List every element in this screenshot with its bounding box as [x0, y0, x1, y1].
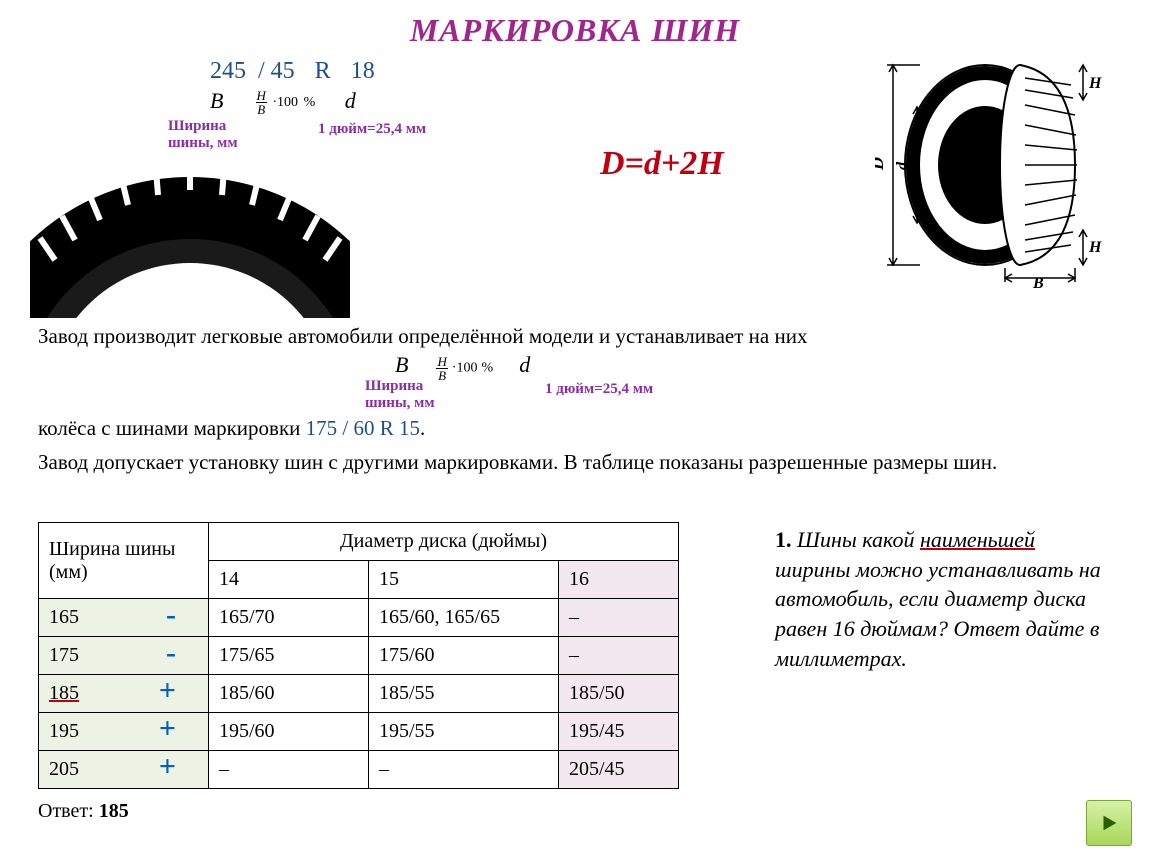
table-cell: 185/55 — [369, 675, 559, 713]
frac-num: H — [256, 89, 267, 103]
table-cell: 185/50 — [559, 675, 679, 713]
problem-text-1: Завод производит легковые автомобили опр… — [38, 322, 1118, 350]
tire-half-icon: 245/45R18 — [30, 168, 350, 318]
diagram-H2: H — [1088, 239, 1102, 256]
mark-245: 245 — [210, 58, 246, 85]
problem-text-2: колёса с шинами маркировки 175 / 60 R 15… — [38, 416, 425, 441]
fraction-HB: H B — [256, 89, 267, 116]
frac-den: B — [256, 103, 267, 116]
question-text: 1. Шины какой наименьшей ширины можно ус… — [775, 525, 1115, 673]
annotation-inch-2: 1 дюйм=25,4 мм — [545, 381, 653, 398]
table-header-width: Ширина шины (мм) — [39, 523, 209, 599]
col-14: 14 — [209, 561, 369, 599]
table-row: 175-175/65175/60– — [39, 637, 679, 675]
table-cell: 165/60, 165/65 — [369, 599, 559, 637]
tire-dimension-diagram: D d H H B — [875, 50, 1105, 290]
table-cell: – — [559, 637, 679, 675]
row-mark: + — [159, 720, 176, 738]
annotation-inch: 1 дюйм=25,4 мм — [318, 121, 426, 138]
diameter-formula: D=d+2H — [600, 145, 724, 183]
diagram-B: B — [1032, 275, 1044, 290]
mark-R: R — [315, 58, 331, 85]
mult-100: ·100 — [272, 95, 298, 110]
table-cell: – — [209, 751, 369, 789]
col-16: 16 — [559, 561, 679, 599]
fraction-HB-2: H B — [436, 355, 447, 382]
mark-45: / 45 — [258, 58, 295, 85]
tire-marking-example: 245 / 45 R 18 — [210, 58, 381, 85]
row-mark: - — [166, 644, 176, 662]
table-cell: 175/65 — [209, 637, 369, 675]
table-row: 165-165/70165/60, 165/65– — [39, 599, 679, 637]
row-width-cell: 205+ — [39, 751, 209, 789]
marking-decode-row: B H B ·100 % d — [210, 88, 356, 116]
table-cell: 195/55 — [369, 713, 559, 751]
row-width-cell: 185+ — [39, 675, 209, 713]
annotation-width: Ширина шины, мм — [168, 118, 238, 151]
row-width-cell: 175- — [39, 637, 209, 675]
next-button[interactable] — [1086, 800, 1132, 846]
row-mark: + — [159, 758, 176, 776]
diagram-d: d — [894, 161, 911, 170]
answer-line: Ответ: 185 — [38, 800, 129, 823]
symbol-B-2: B — [395, 352, 408, 377]
table-cell: 195/45 — [559, 713, 679, 751]
row-mark: - — [166, 606, 176, 624]
play-icon — [1098, 812, 1120, 834]
answer-value: 185 — [99, 800, 129, 822]
underlined-word: наименьшей — [920, 527, 1035, 552]
table-cell: 175/60 — [369, 637, 559, 675]
tire-size-table: Ширина шины (мм) Диаметр диска (дюймы) 1… — [38, 522, 679, 789]
symbol-B: B — [210, 88, 250, 114]
row-width-cell: 195+ — [39, 713, 209, 751]
annotation-width-2: Ширина шины, мм — [365, 378, 435, 411]
table-row: 205+––205/45 — [39, 751, 679, 789]
table-header-diameter: Диаметр диска (дюймы) — [209, 523, 679, 561]
table-row: 195+195/60195/55195/45 — [39, 713, 679, 751]
diagram-D: D — [875, 157, 887, 171]
problem-text-3: Завод допускает установку шин с другими … — [38, 448, 1118, 476]
default-marking: 175 / 60 R 15 — [306, 416, 420, 440]
table-row: 185+185/60185/55185/50 — [39, 675, 679, 713]
percent-sign: % — [304, 95, 316, 110]
page-title: МАРКИРОВКА ШИН — [0, 0, 1150, 49]
table-cell: 195/60 — [209, 713, 369, 751]
symbol-d-2: d — [519, 352, 530, 377]
table-cell: 165/70 — [209, 599, 369, 637]
row-mark: + — [159, 682, 176, 700]
mark-18: 18 — [351, 58, 375, 85]
table-cell: – — [559, 599, 679, 637]
table-cell: 185/60 — [209, 675, 369, 713]
table-cell: – — [369, 751, 559, 789]
diagram-H1: H — [1088, 75, 1102, 92]
symbol-d: d — [345, 88, 356, 114]
table-cell: 205/45 — [559, 751, 679, 789]
row-width-cell: 165- — [39, 599, 209, 637]
col-15: 15 — [369, 561, 559, 599]
